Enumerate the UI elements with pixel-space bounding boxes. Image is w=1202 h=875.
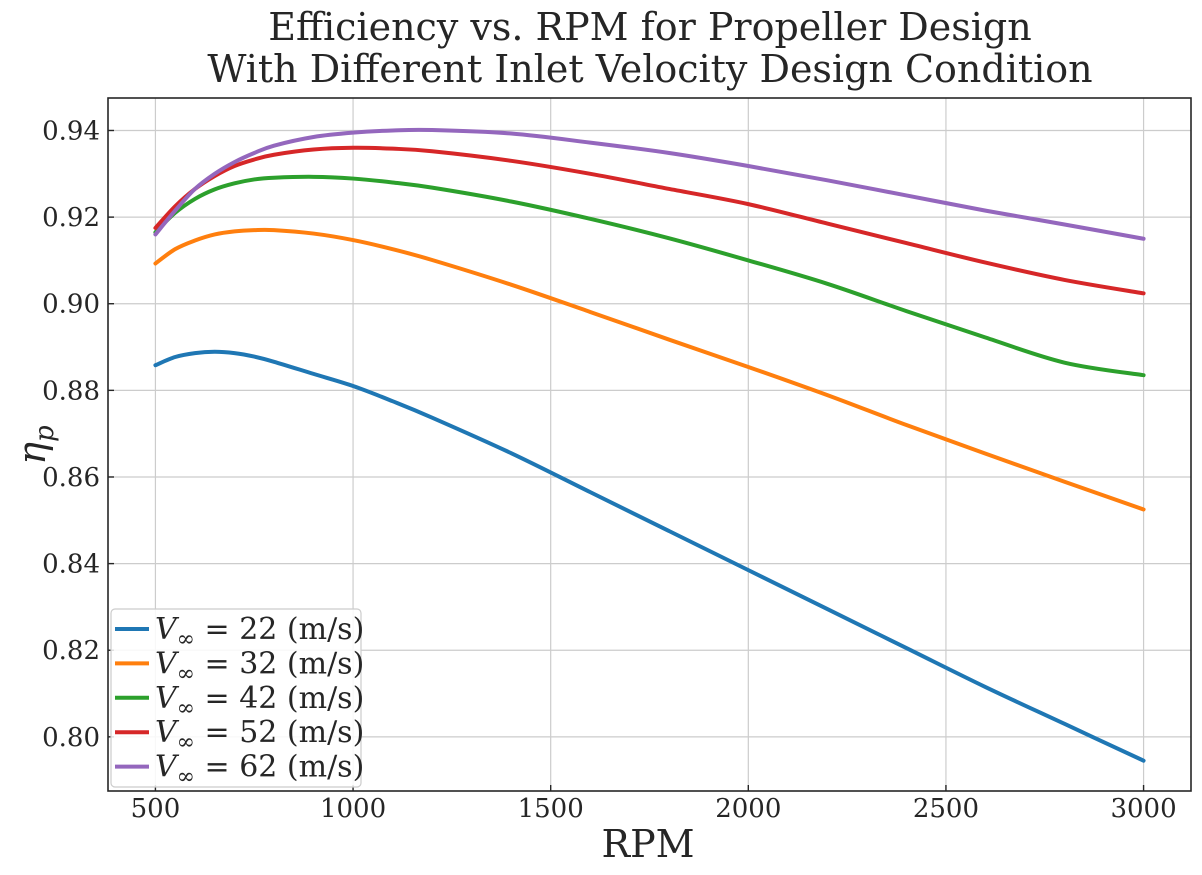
series-line-2 [153, 227, 1146, 512]
series-line-4 [153, 145, 1146, 296]
legend-label-subscript: ∞ [177, 765, 195, 790]
x-tick-label: 1500 [518, 794, 584, 824]
legend: V∞ = 22 (m/s)V∞ = 32 (m/s)V∞ = 42 (m/s)V… [110, 608, 364, 790]
series-lines [153, 127, 1146, 763]
legend-label-subscript: ∞ [177, 661, 195, 686]
series-line-5 [153, 127, 1146, 241]
legend-label-subscript: ∞ [177, 696, 195, 721]
y-tick-label: 0.92 [42, 203, 100, 233]
x-tick-label: 3000 [1110, 794, 1176, 824]
legend-label-suffix: = 32 (m/s) [195, 646, 364, 681]
y-tick-label: 0.84 [42, 550, 100, 580]
legend-label-symbol: V [155, 646, 180, 681]
x-axis-label: RPM [601, 822, 694, 866]
series-line-1 [153, 349, 1146, 763]
y-tick-labels: 0.80 0.82 0.84 0.86 0.88 0.90 0.92 0.94 [42, 116, 100, 752]
legend-label-suffix: = 22 (m/s) [195, 612, 364, 647]
legend-label-subscript: ∞ [177, 627, 195, 652]
legend-label-suffix: = 52 (m/s) [195, 715, 364, 750]
chart-title: Efficiency vs. RPM for Propeller Design [268, 5, 1031, 49]
legend-label-suffix: = 62 (m/s) [195, 750, 364, 785]
y-axis-label-symbol: η [10, 442, 54, 465]
legend-label-symbol: V [155, 750, 180, 785]
plot-frame [107, 97, 1192, 792]
y-tick-label: 0.82 [42, 636, 100, 666]
legend-label: V∞ = 22 (m/s) [155, 612, 364, 652]
y-tick-label: 0.94 [42, 116, 100, 146]
legend-label-symbol: V [155, 715, 180, 750]
y-tick-label: 0.80 [42, 723, 100, 753]
y-tick-label: 0.88 [42, 376, 100, 406]
y-axis-label: ηp [10, 425, 60, 465]
x-tick-label: 2000 [715, 794, 781, 824]
legend-label: V∞ = 42 (m/s) [155, 681, 364, 721]
x-tick-label: 1000 [320, 794, 386, 824]
legend-label-subscript: ∞ [177, 730, 195, 755]
y-tick-label: 0.86 [42, 463, 100, 493]
x-tick-label: 2500 [913, 794, 979, 824]
legend-frame [110, 608, 362, 788]
legend-label: V∞ = 32 (m/s) [155, 646, 364, 686]
chart-subtitle: With Different Inlet Velocity Design Con… [207, 47, 1092, 91]
legend-label-suffix: = 42 (m/s) [195, 681, 364, 716]
legend-label: V∞ = 62 (m/s) [155, 750, 364, 790]
y-tick-label: 0.90 [42, 290, 100, 320]
series-line-3 [153, 174, 1146, 378]
x-tick-labels: 500 1000 1500 2000 2500 3000 [131, 794, 1177, 824]
y-axis-label-group: ηp [10, 425, 60, 465]
legend-label-symbol: V [155, 612, 180, 647]
legend-label-symbol: V [155, 681, 180, 716]
y-axis-label-subscript: p [30, 425, 60, 442]
legend-label: V∞ = 52 (m/s) [155, 715, 364, 755]
x-tick-label: 500 [131, 794, 181, 824]
